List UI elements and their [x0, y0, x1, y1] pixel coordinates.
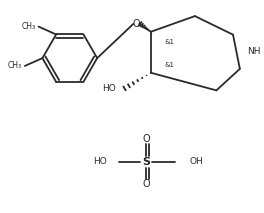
- Text: &1: &1: [164, 62, 175, 68]
- Text: &1: &1: [164, 39, 175, 45]
- Text: CH₃: CH₃: [8, 61, 22, 71]
- Text: NH: NH: [247, 47, 261, 56]
- Text: S: S: [142, 157, 150, 167]
- Text: HO: HO: [102, 84, 116, 93]
- Text: O: O: [142, 179, 150, 189]
- Text: CH₃: CH₃: [21, 22, 36, 31]
- Text: OH: OH: [189, 157, 203, 166]
- Text: O: O: [142, 134, 150, 144]
- Text: O: O: [133, 19, 140, 29]
- Text: HO: HO: [93, 157, 107, 166]
